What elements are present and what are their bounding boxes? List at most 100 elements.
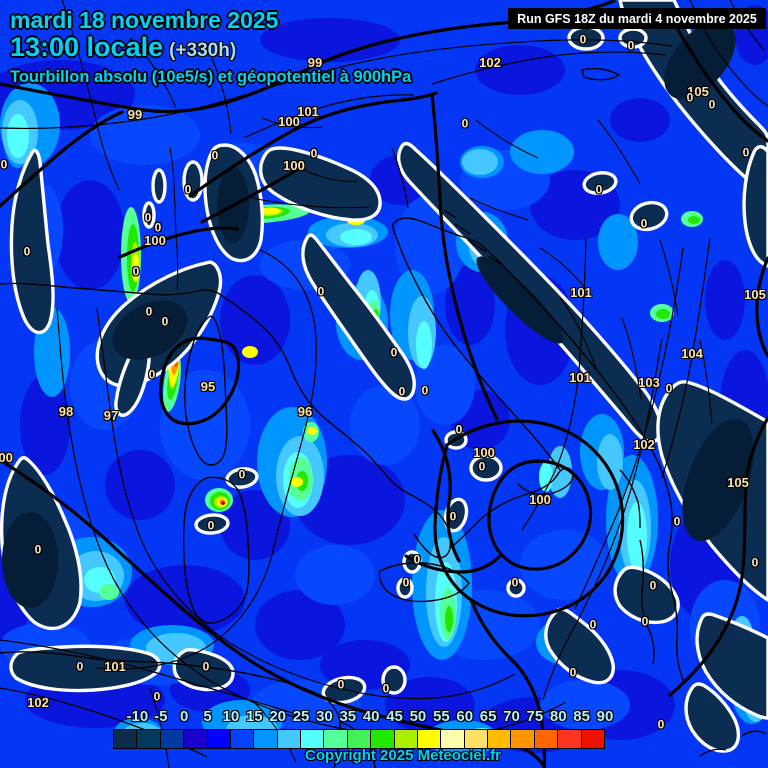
zero-vorticity-label: 0 bbox=[657, 717, 665, 732]
negative-vorticity-cores bbox=[2, 20, 754, 608]
zero-vorticity-label: 0 bbox=[569, 665, 577, 680]
zero-vorticity-label: 0 bbox=[398, 384, 406, 399]
colorbar-tick-label: 0 bbox=[179, 708, 189, 725]
zero-vorticity-label: 0 bbox=[673, 514, 681, 529]
geopotential-label: 100 bbox=[144, 233, 166, 249]
zero-vorticity-label: 0 bbox=[665, 381, 673, 396]
zero-vorticity-label: 0 bbox=[413, 552, 421, 567]
geopotential-label: 102 bbox=[479, 55, 501, 71]
zero-vorticity-label: 0 bbox=[148, 367, 156, 382]
colorbar-tick-label: 40 bbox=[362, 708, 380, 725]
colorbar-box bbox=[440, 729, 465, 749]
zero-vorticity-label: 0 bbox=[449, 509, 457, 524]
colorbar-tick-label: 20 bbox=[269, 708, 286, 725]
geopotential-label: 97 bbox=[103, 408, 119, 424]
zero-vorticity-label: 0 bbox=[0, 157, 8, 172]
header: mardi 18 novembre 2025 13:00 locale (+330… bbox=[10, 8, 411, 87]
colorbar-tick-label: 60 bbox=[456, 708, 474, 725]
geopotential-label: 99 bbox=[127, 107, 143, 123]
zero-vorticity-label: 0 bbox=[461, 116, 469, 131]
zero-vorticity-label: 0 bbox=[144, 210, 152, 225]
colorbar-tick-label: 50 bbox=[409, 708, 427, 725]
zero-vorticity-label: 0 bbox=[579, 32, 587, 47]
colorbar-box bbox=[276, 729, 301, 749]
geopotential-label: 100 bbox=[283, 158, 305, 174]
zero-vorticity-label: 0 bbox=[34, 542, 42, 557]
zero-vorticity-label: 0 bbox=[708, 97, 716, 112]
colorbar-tick-label: 90 bbox=[596, 708, 614, 725]
time-text: 13:00 locale (+330h) bbox=[10, 34, 411, 61]
geopotential-label: 105 bbox=[727, 475, 749, 491]
zero-vorticity-label: 0 bbox=[310, 146, 318, 161]
colorbar-box bbox=[253, 729, 278, 749]
geopotential-label: 102 bbox=[27, 695, 49, 711]
geopotential-label: 99 bbox=[307, 55, 323, 71]
zero-vorticity-label: 0 bbox=[511, 575, 519, 590]
colorbar-box bbox=[346, 729, 372, 749]
colorbar-box bbox=[323, 729, 348, 749]
zero-vorticity-label: 0 bbox=[627, 38, 635, 53]
zero-vorticity-label: 0 bbox=[337, 677, 345, 692]
zero-vorticity-label: 0 bbox=[207, 518, 215, 533]
colorbar-tick-label: 35 bbox=[339, 708, 357, 725]
colorbar-box bbox=[159, 729, 185, 749]
colorbar-box bbox=[370, 729, 395, 749]
colorbar-box bbox=[533, 729, 559, 749]
geopotential-label: 101 bbox=[569, 370, 591, 386]
colorbar-box bbox=[229, 729, 255, 749]
colorbar-box bbox=[580, 729, 605, 749]
zero-vorticity-label: 0 bbox=[390, 345, 398, 360]
zero-vorticity-label: 0 bbox=[202, 659, 210, 674]
geopotential-label: 101 bbox=[570, 285, 592, 301]
colorbar-tick-label: -5 bbox=[154, 708, 168, 725]
colorbar-box bbox=[557, 729, 582, 749]
colorbar-box bbox=[393, 729, 418, 749]
colorbar-tick-label: 10 bbox=[222, 708, 240, 725]
colorbar-box bbox=[510, 729, 535, 749]
zero-vorticity-label: 0 bbox=[478, 459, 486, 474]
zero-vorticity-label: 0 bbox=[595, 182, 603, 197]
colorbar-tick-label: 85 bbox=[573, 708, 590, 725]
geopotential-label: 103 bbox=[638, 375, 660, 391]
colorbar-box bbox=[206, 729, 231, 749]
zero-vorticity-label: 0 bbox=[402, 575, 410, 590]
colorbar-box bbox=[136, 729, 161, 749]
colorbar-tick-label: 75 bbox=[526, 708, 544, 725]
zero-vorticity-label: 0 bbox=[132, 264, 140, 279]
colorbar-tick-label: 55 bbox=[432, 708, 450, 725]
zero-vorticity-label: 0 bbox=[76, 659, 84, 674]
geopotential-label: 104 bbox=[681, 346, 703, 362]
geopotential-label: 101 bbox=[104, 659, 126, 675]
zero-vorticity-label: 0 bbox=[649, 578, 657, 593]
zero-vorticity-label: 0 bbox=[589, 617, 597, 632]
colorbar-tick-label: 45 bbox=[386, 708, 403, 725]
zero-vorticity-label: 0 bbox=[238, 467, 246, 482]
colorbar-tick-label: 25 bbox=[292, 708, 310, 725]
geopotential-label: 100 bbox=[0, 450, 13, 466]
zero-vorticity-label: 0 bbox=[382, 681, 390, 696]
zero-vorticity-label: 0 bbox=[145, 304, 153, 319]
zero-vorticity-label: 0 bbox=[641, 614, 649, 629]
colorbar-tick-label: 70 bbox=[503, 708, 520, 725]
zero-vorticity-label: 0 bbox=[686, 90, 694, 105]
colorbar-box bbox=[487, 729, 512, 749]
geopotential-label: 102 bbox=[633, 437, 655, 453]
zero-vorticity-label: 0 bbox=[455, 422, 463, 437]
run-info-box: Run GFS 18Z du mardi 4 novembre 2025 bbox=[508, 8, 766, 29]
colorbar-box bbox=[113, 729, 138, 749]
colorbar-tick-label: 80 bbox=[549, 708, 567, 725]
geopotential-label: 105 bbox=[687, 84, 709, 100]
geopotential-label: 105 bbox=[744, 287, 766, 303]
zero-vorticity-label: 0 bbox=[317, 284, 325, 299]
copyright-text: Copyright 2025 Meteociel.fr bbox=[305, 747, 501, 764]
zero-vorticity-label: 0 bbox=[153, 689, 161, 704]
zero-vorticity-label: 0 bbox=[640, 216, 648, 231]
forecast-offset: (+330h) bbox=[169, 40, 237, 62]
zero-vorticity-label: 0 bbox=[184, 182, 192, 197]
zero-vorticity-label: 0 bbox=[421, 383, 429, 398]
geopotential-label: 100 bbox=[473, 445, 495, 461]
geopotential-label: 101 bbox=[297, 104, 319, 120]
